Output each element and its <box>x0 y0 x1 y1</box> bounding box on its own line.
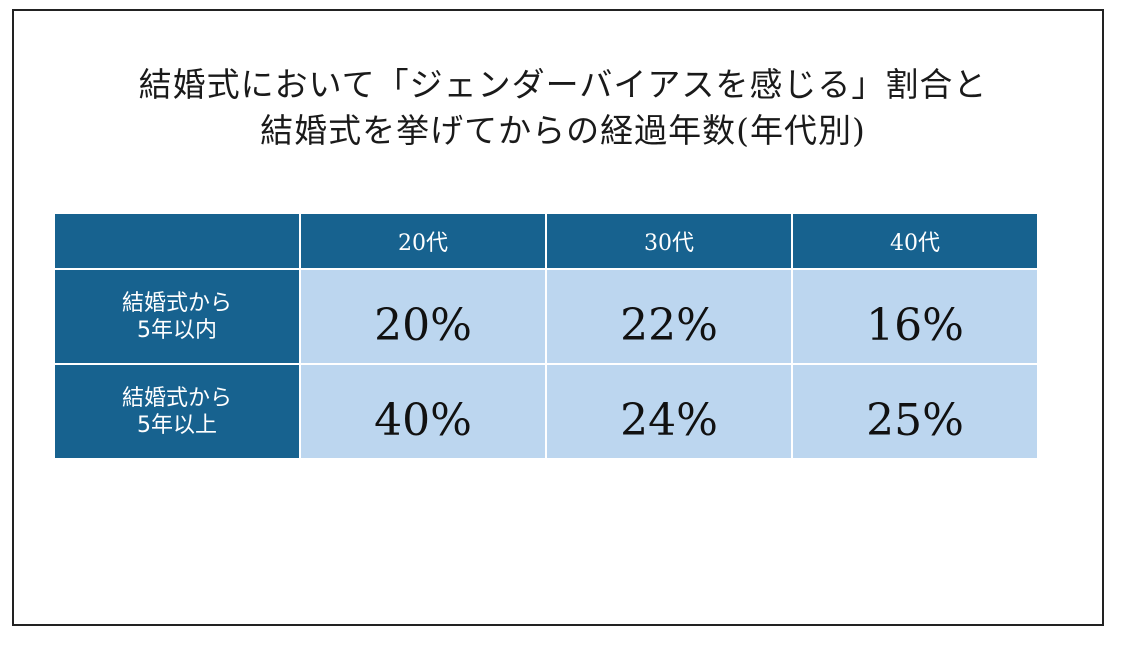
table-cell: 16% <box>793 270 1037 363</box>
row-label-line: 5年以上 <box>137 412 217 438</box>
column-header-40s: 40代 <box>793 214 1037 268</box>
data-label: 25% <box>866 395 964 446</box>
table-header-row: 20代 30代 40代 <box>55 214 1037 268</box>
row-label-within-5-years: 結婚式から 5年以内 <box>55 270 299 363</box>
data-label: 24% <box>620 395 718 446</box>
header-corner-cell <box>55 214 299 268</box>
table-cell: 25% <box>793 365 1037 458</box>
table-row: 結婚式から 5年以内 20% 22% 16% <box>55 270 1037 363</box>
data-label: 20% <box>374 300 472 351</box>
data-table: 20代 30代 40代 結婚式から 5年以内 20% 22% 16% 結婚式から… <box>53 212 1039 460</box>
table-cell: 20% <box>301 270 545 363</box>
data-label: 16% <box>866 300 964 351</box>
row-label-over-5-years: 結婚式から 5年以上 <box>55 365 299 458</box>
table-row: 結婚式から 5年以上 40% 24% 25% <box>55 365 1037 458</box>
table-cell: 22% <box>547 270 791 363</box>
table-cell: 24% <box>547 365 791 458</box>
chart-title-line2: 結婚式を挙げてからの経過年数(年代別) <box>260 111 866 150</box>
data-label: 22% <box>620 300 718 351</box>
column-header-30s: 30代 <box>547 214 791 268</box>
table-cell: 40% <box>301 365 545 458</box>
row-label-line: 結婚式から <box>121 290 232 316</box>
row-label-line: 結婚式から <box>121 385 232 411</box>
chart-title-line1: 結婚式において「ジェンダーバイアスを感じる」割合と <box>138 65 988 104</box>
data-label: 40% <box>374 395 472 446</box>
column-header-20s: 20代 <box>301 214 545 268</box>
row-label-line: 5年以内 <box>137 317 217 343</box>
